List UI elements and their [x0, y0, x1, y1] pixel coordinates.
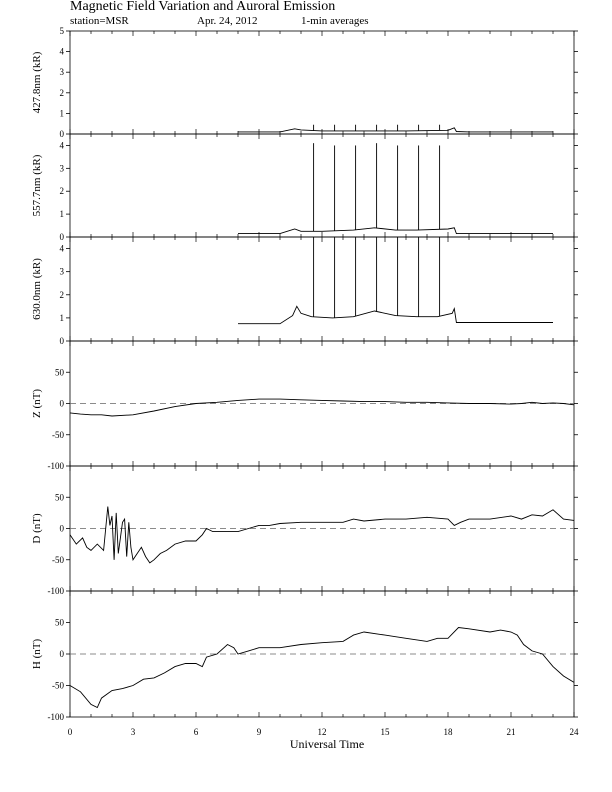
x-tick-label: 0 [68, 727, 73, 737]
figure-title: Magnetic Field Variation and Auroral Emi… [70, 0, 335, 14]
panel-frame [69, 30, 575, 135]
y-tick-label: 4 [60, 244, 65, 254]
y-tick-label: 0 [60, 129, 65, 139]
y-tick-label: -50 [52, 430, 64, 440]
y-axis-label: Z (nT) [31, 389, 43, 418]
x-tick-label: 18 [444, 727, 454, 737]
y-axis-label: D (nT) [31, 513, 43, 544]
y-tick-label: -100 [48, 461, 65, 471]
x-axis-label: Universal Time [290, 737, 364, 751]
y-axis-label: 557.7nm (kR) [31, 154, 43, 216]
y-tick-label: 50 [55, 367, 65, 377]
x-tick-label: 12 [318, 727, 327, 737]
panel-557-7nm: 0 1 2 3 4 557.7nm (kR) [31, 133, 578, 242]
series-line [238, 227, 553, 235]
series-line [69, 398, 575, 417]
station-label: station=MSR [70, 15, 129, 27]
x-tick-label: 24 [570, 727, 580, 737]
y-tick-label: 5 [60, 26, 65, 36]
y-tick-label: 2 [60, 186, 65, 196]
x-tick-label: 6 [194, 727, 199, 737]
panel-d: -100 -50 0 50 D (nT) [31, 465, 578, 596]
date-label: Apr. 24, 2012 [197, 15, 258, 27]
y-tick-label: 2 [60, 290, 65, 300]
panel-z: -100 -50 0 50 Z (nT) [31, 340, 578, 471]
series-line [238, 127, 553, 133]
y-axis-label: 630.0nm (kR) [31, 258, 43, 320]
y-tick-label: 1 [60, 108, 65, 118]
panel-frame [69, 236, 575, 342]
series-line [69, 627, 575, 709]
y-tick-label: 0 [60, 649, 65, 659]
panel-427-8nm: 0 1 2 3 4 5 427.8nm (kR) [31, 26, 578, 139]
y-tick-label: 4 [60, 47, 65, 57]
y-tick-label: 0 [60, 232, 65, 242]
y-tick-label: -100 [48, 586, 65, 596]
panel-630-0nm: 0 1 2 3 4 630.0nm (kR) [31, 236, 578, 346]
y-tick-label: 4 [60, 140, 65, 150]
averaging-label: 1-min averages [301, 15, 369, 27]
y-tick-label: 0 [60, 336, 65, 346]
y-axis-label: H (nT) [31, 639, 43, 670]
y-tick-label: 50 [55, 618, 65, 628]
panel-h: -100 -50 0 50 H (nT) [31, 590, 578, 722]
y-tick-label: -100 [48, 712, 65, 722]
y-tick-label: 1 [60, 209, 65, 219]
x-tick-label: 3 [131, 727, 136, 737]
x-tick-label: 21 [507, 727, 516, 737]
y-tick-label: 0 [60, 399, 65, 409]
series-line [69, 506, 575, 564]
y-tick-label: 2 [60, 88, 65, 98]
x-tick-label: 15 [381, 727, 391, 737]
y-axis-label: 427.8nm (kR) [31, 51, 43, 113]
x-tick-label: 9 [257, 727, 262, 737]
y-tick-label: 3 [60, 267, 65, 277]
y-tick-label: 3 [60, 163, 65, 173]
y-tick-label: 1 [60, 313, 65, 323]
y-tick-label: 50 [55, 492, 65, 502]
series-line [238, 305, 553, 325]
y-tick-label: 0 [60, 524, 65, 534]
y-tick-label: -50 [52, 681, 64, 691]
y-tick-label: -50 [52, 555, 64, 565]
y-tick-label: 3 [60, 67, 65, 77]
panel-frame [69, 133, 575, 238]
